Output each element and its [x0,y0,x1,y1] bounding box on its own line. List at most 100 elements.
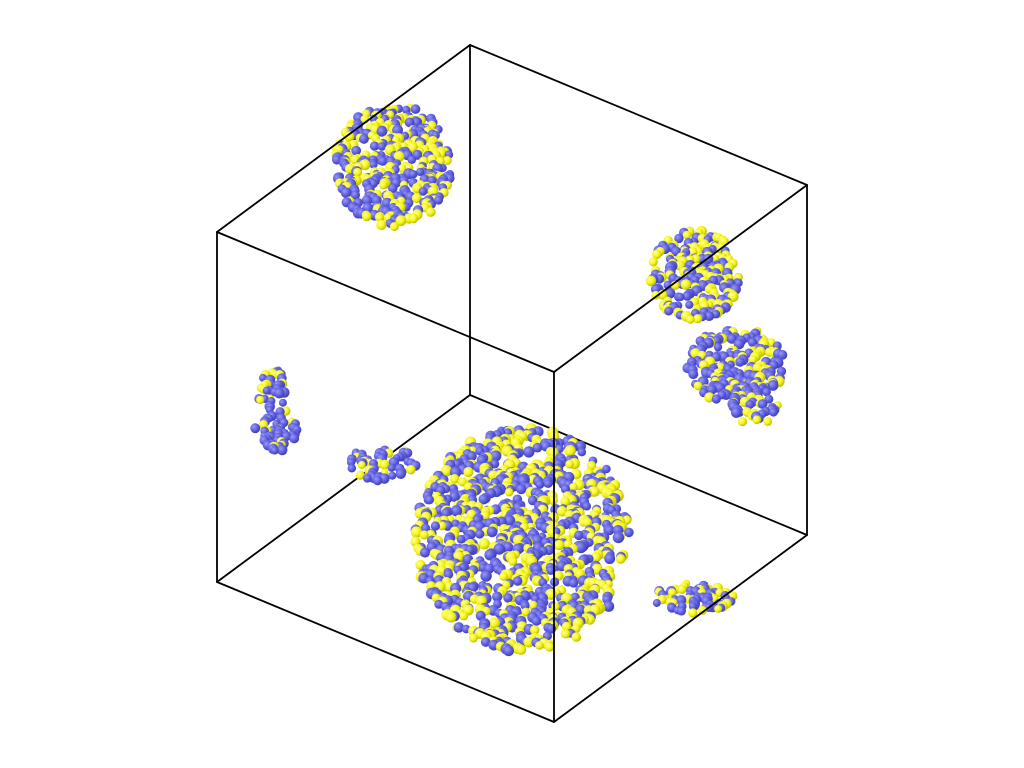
atom-species-a [361,195,373,206]
atom-species-b [652,249,662,260]
atom-species-b [355,470,365,480]
atom-species-b [376,219,387,231]
atom-species-a [387,463,396,472]
atom-species-a [612,531,625,544]
atom-species-a [531,616,542,626]
atom-species-b [504,487,514,497]
atom-species-a [376,126,388,137]
atom-species-b [410,526,423,538]
atom-species-b [763,417,772,426]
atom-species-a [735,357,745,367]
atom-species-b [459,611,469,621]
atom-species-a [425,495,434,505]
atom-species-b [425,207,436,217]
atom-species-a [532,442,543,453]
atom-species-a [535,480,545,489]
atom-species-a [682,291,692,301]
atom-species-a [350,190,360,200]
atom-species-b [677,584,687,595]
atom-species-b [395,215,407,227]
atom-species-a [492,591,503,602]
atom-species-a [777,349,788,360]
atom-species-a [603,600,615,612]
atom-species-b [442,156,452,165]
atom-species-b [645,275,657,287]
atom-species-b [582,517,592,528]
atom-species-a [726,333,737,344]
atom-species-b [353,167,363,177]
box-edge [216,231,555,373]
atom-species-a [369,160,378,169]
atom-species-b [737,416,748,427]
atom-species-b [515,644,527,655]
atom-species-a [577,447,587,457]
atom-species-a [395,468,406,480]
atom-species-a [430,521,441,531]
atom-species-b [752,415,762,425]
atom-species-b [554,539,565,551]
atom-species-a [416,167,425,177]
atom-species-b [680,279,692,290]
atom-species-a [711,394,721,404]
atom-species-a [372,475,383,486]
atom-species-a [377,156,388,166]
box-edge [553,184,808,373]
cluster-bottom-right-small [652,579,738,618]
atom-species-b [693,381,703,391]
atom-species-a [278,398,287,407]
atom-species-b [529,625,540,635]
atom-species-a [493,543,506,555]
atom-species-b [523,636,535,648]
atom-species-a [582,501,591,511]
atom-species-b [393,151,405,163]
atom-species-a [490,450,502,462]
atom-species-a [676,606,686,616]
atom-species-b [545,642,555,652]
atom-species-b [560,629,571,639]
atom-species-a [359,134,369,144]
atom-species-a [407,155,417,165]
atom-species-b [419,530,429,540]
atom-species-b [528,600,538,610]
atom-species-b [521,607,531,617]
atom-species-a [274,387,285,399]
atom-species-b [499,571,509,581]
atoms-layer [250,103,788,657]
atom-species-a [289,433,300,444]
atom-species-b [648,257,658,267]
atom-species-a [419,547,431,558]
atom-species-a [480,637,491,647]
atom-species-a [604,553,616,565]
box-edge [216,44,471,233]
atom-species-a [546,566,556,575]
atom-species-a [478,494,489,505]
atom-species-a [369,141,380,151]
atom-species-a [262,386,271,395]
atom-species-a [410,104,421,114]
atom-species-b [508,557,518,566]
atom-species-a [713,342,723,352]
box-edge [216,394,471,583]
atom-species-b [440,465,453,477]
atom-species-a [418,187,428,196]
atom-species-b [362,211,372,222]
atom-species-a [730,407,742,418]
atom-species-a [624,527,634,538]
atom-species-a [434,195,443,205]
atom-species-b [556,506,568,517]
atom-species-a [523,446,535,458]
atom-species-b [657,289,668,300]
atom-species-b [445,611,457,623]
atom-species-a [543,479,553,488]
atom-species-b [698,605,707,615]
atom-species-a [276,444,288,456]
cluster-large-center [410,423,634,657]
atom-species-b [379,181,388,190]
atom-species-b [406,464,416,475]
atom-species-b [256,395,265,405]
atom-species-a [503,593,513,603]
atom-species-b [343,131,355,142]
atom-species-b [535,641,544,650]
